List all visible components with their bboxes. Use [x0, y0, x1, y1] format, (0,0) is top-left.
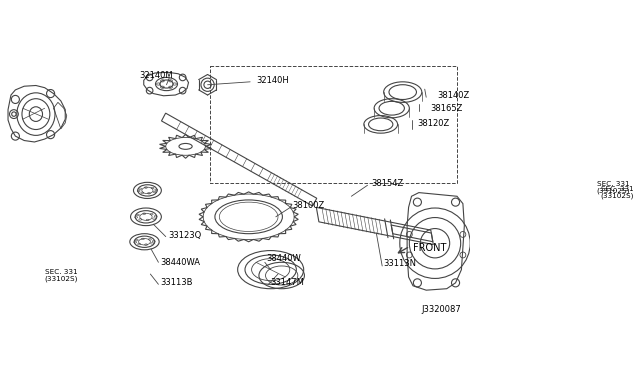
Text: SEC. 331
(33102S): SEC. 331 (33102S) — [600, 186, 634, 199]
Text: J3320087: J3320087 — [422, 305, 461, 314]
Text: 38100Z: 38100Z — [292, 201, 325, 209]
Text: 38440WA: 38440WA — [161, 258, 200, 267]
Text: FRONT: FRONT — [413, 243, 446, 253]
Text: 38165Z: 38165Z — [430, 104, 462, 113]
Text: 33147M: 33147M — [271, 278, 305, 287]
Text: 32140M: 32140M — [140, 71, 173, 80]
Text: 38154Z: 38154Z — [371, 179, 403, 187]
Text: SEC. 331
(33102S): SEC. 331 (33102S) — [596, 181, 630, 194]
Text: SEC. 331
(33102S): SEC. 331 (33102S) — [44, 269, 77, 282]
Text: 38140Z: 38140Z — [437, 90, 470, 100]
Text: 38120Z: 38120Z — [417, 119, 450, 128]
Text: 33123Q: 33123Q — [168, 231, 201, 240]
Text: 38440W: 38440W — [266, 254, 301, 263]
Text: 32140H: 32140H — [256, 76, 289, 85]
Text: 33113N: 33113N — [383, 259, 416, 268]
Text: 33113B: 33113B — [161, 278, 193, 287]
